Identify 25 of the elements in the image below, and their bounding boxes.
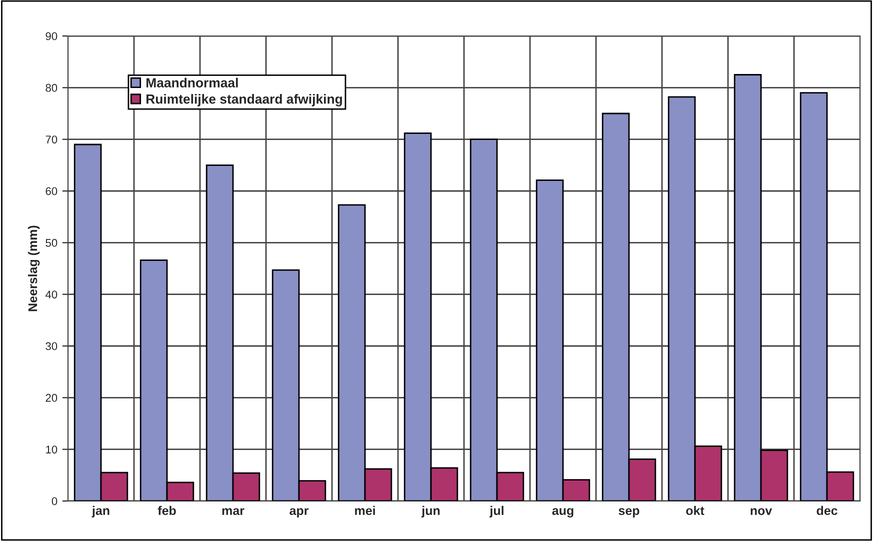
x-tick-label: mar [222,508,244,516]
x-tick-label: okt [686,506,704,516]
y-tick-label: 60 [46,187,58,196]
x-tick-label: mei [355,506,375,516]
y-tick-label: 0 [52,497,58,506]
x-tick-label: dec [816,506,838,516]
x-tick-label: jan [92,506,110,518]
x-tick-label: aug [552,508,574,518]
y-tick-label: 10 [46,446,58,454]
legend-label: Maandnormaal [146,78,238,88]
legend-label: Ruimtelijke standaard afwijking [146,94,342,106]
y-tick-label: 30 [46,342,58,350]
x-tick-label: sep [618,508,640,518]
x-tick-label: jun [421,506,440,518]
y-tick-label: 20 [46,394,58,402]
x-tick-label: nov [750,508,772,516]
y-tick-label: 70 [46,136,58,144]
y-tick-label: 80 [46,84,58,92]
x-tick-label: apr [290,508,309,518]
y-tick-label: 40 [45,290,58,298]
y-tick-label: 50 [46,238,58,247]
y-axis-title: Neerslag (mm) [28,226,40,312]
x-tick-label: feb [158,506,176,516]
x-tick-label: jul [490,506,504,518]
y-tick-label: 90 [46,32,58,40]
